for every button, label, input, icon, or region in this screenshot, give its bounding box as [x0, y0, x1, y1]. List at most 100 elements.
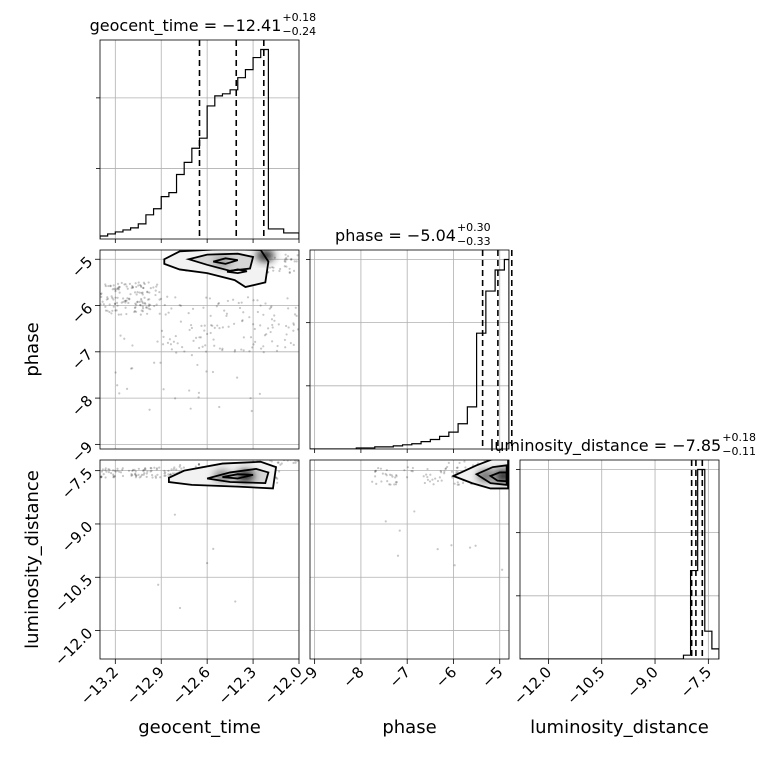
sample-point: [181, 345, 184, 349]
sample-point: [122, 300, 125, 303]
x-tick-label: −10.5: [563, 663, 608, 708]
sample-point: [144, 466, 147, 470]
histogram-geocent-time: [100, 48, 299, 239]
sample-point: [111, 296, 114, 300]
sample-point: [428, 480, 432, 483]
sample-point: [455, 470, 458, 473]
sample-point: [143, 282, 146, 286]
sample-point: [474, 544, 477, 547]
sample-point: [277, 461, 280, 464]
sample-point: [158, 466, 161, 469]
panel-title-geocent-time: geocent_time = −12.41: [90, 16, 282, 36]
sample-point: [203, 324, 206, 327]
x-axis-label-phase: phase: [382, 717, 436, 738]
sample-point: [290, 257, 293, 261]
sample-point: [205, 561, 209, 565]
title-minus-err: −0.33: [457, 235, 491, 248]
sample-point: [283, 338, 287, 342]
sample-point: [374, 470, 377, 474]
y-tick-label: −7: [68, 345, 96, 373]
sample-point: [252, 299, 255, 302]
sample-point: [292, 322, 295, 325]
sample-point: [123, 283, 126, 286]
sample-point: [130, 367, 133, 370]
sample-point: [265, 333, 268, 336]
sample-point: [120, 281, 123, 285]
sample-point: [198, 336, 201, 339]
sample-point: [450, 470, 454, 473]
sample-point: [294, 454, 296, 456]
y-tick-label: −8: [68, 392, 96, 420]
sample-point: [142, 281, 146, 284]
sample-point: [201, 345, 204, 348]
sample-point: [106, 309, 109, 312]
sample-point: [118, 285, 121, 289]
sample-point: [154, 476, 158, 479]
sample-point: [140, 299, 143, 302]
sample-point: [125, 387, 129, 390]
sample-point: [457, 483, 461, 486]
sample-point: [163, 472, 166, 475]
sample-point: [111, 288, 114, 291]
sample-point: [270, 460, 273, 463]
sample-point: [204, 344, 207, 347]
sample-point: [436, 548, 439, 551]
sample-point: [133, 306, 136, 309]
sample-point: [436, 479, 440, 483]
sample-point: [131, 286, 135, 289]
sample-point: [179, 320, 183, 323]
sample-point: [249, 336, 253, 339]
sample-point: [211, 324, 214, 327]
sample-point: [284, 346, 287, 349]
axes-frame: [99, 39, 300, 240]
y-tick-label: −5: [68, 253, 96, 281]
sample-point: [273, 256, 276, 259]
x-tick-label: −12.3: [215, 663, 260, 708]
sample-point: [100, 476, 103, 479]
sample-point: [374, 469, 378, 472]
sample-point: [139, 313, 142, 316]
sample-point: [134, 302, 137, 305]
sample-point: [293, 260, 296, 263]
sample-point: [276, 481, 279, 484]
sample-point: [182, 466, 185, 469]
sample-point: [149, 303, 152, 306]
sample-point: [205, 296, 208, 299]
sample-point: [162, 335, 165, 338]
sample-point: [293, 457, 295, 459]
sample-point: [225, 312, 229, 315]
sample-point: [240, 301, 243, 304]
sample-point: [114, 371, 117, 374]
sample-point: [148, 298, 151, 301]
sample-point: [275, 349, 279, 352]
sample-point: [119, 471, 123, 474]
histogram-phase: [310, 258, 509, 449]
sample-point: [156, 473, 159, 476]
sample-point: [196, 363, 199, 367]
sample-point: [227, 325, 230, 328]
sample-point: [289, 341, 292, 345]
sample-point: [121, 468, 124, 471]
sample-point: [155, 285, 158, 288]
sample-point: [113, 469, 116, 472]
x-tick-label: −9.0: [623, 663, 661, 701]
sample-point: [109, 472, 113, 475]
sample-point: [296, 454, 298, 456]
sample-point: [197, 396, 200, 399]
sample-point: [213, 326, 216, 330]
axes-frame: [309, 249, 510, 450]
axes-frame: [519, 459, 720, 660]
sample-point: [170, 468, 173, 471]
sample-point: [288, 271, 291, 275]
sample-point: [102, 473, 105, 476]
sample-point: [411, 470, 414, 473]
sample-point: [129, 293, 132, 296]
sample-point: [272, 269, 275, 272]
sample-point: [464, 466, 467, 469]
sample-point: [256, 299, 259, 302]
sample-point: [455, 466, 459, 469]
sample-point: [248, 350, 251, 353]
sample-point: [205, 370, 208, 373]
sample-point: [262, 351, 265, 354]
sample-point: [136, 291, 139, 294]
